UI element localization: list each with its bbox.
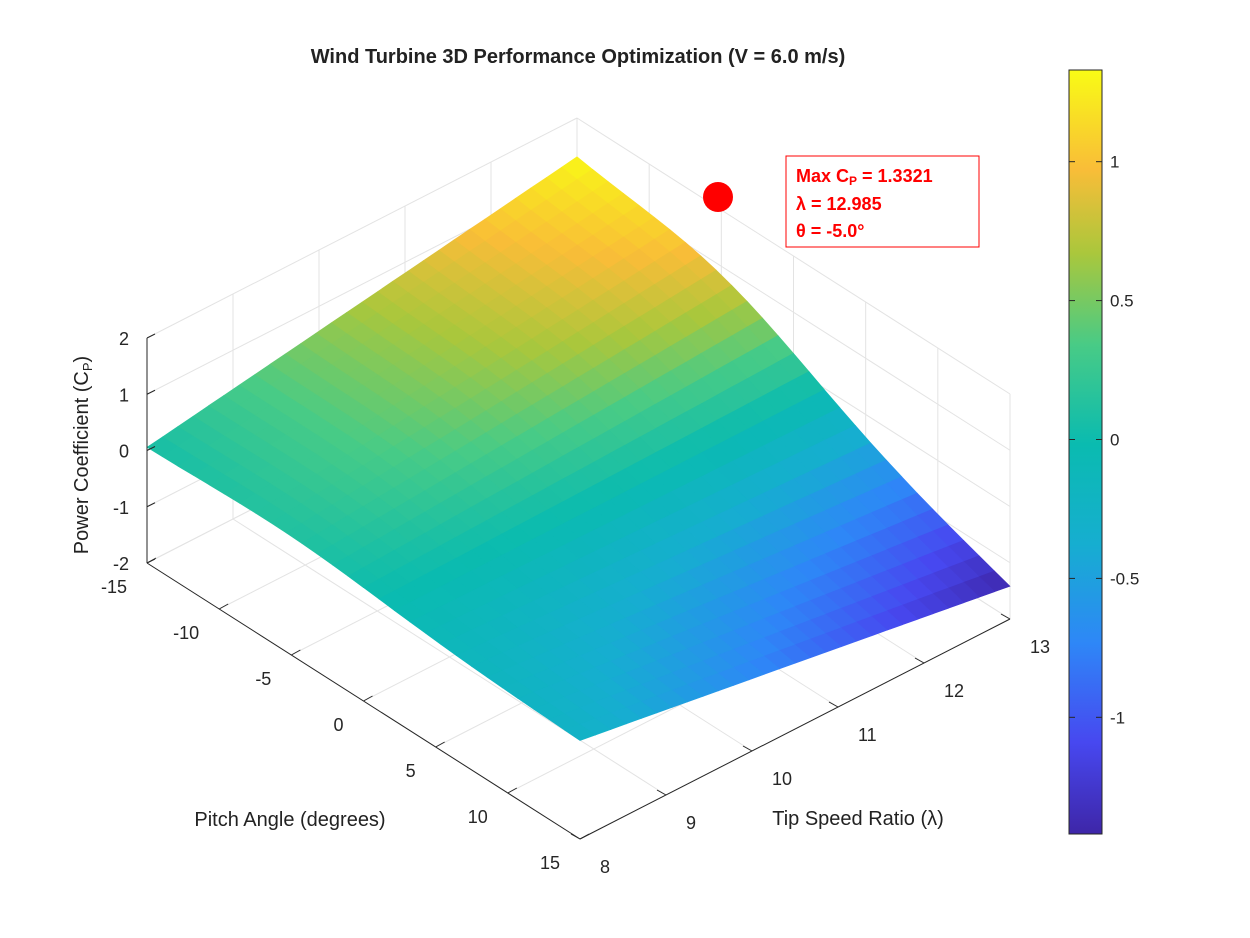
- y-tick-label: 15: [540, 853, 560, 873]
- colorbar-tick-label: 0: [1110, 430, 1119, 449]
- z-tick-label: 1: [119, 385, 129, 405]
- annotation-line-3: θ = -5.0°: [796, 221, 864, 241]
- y-tick-mark: [291, 649, 301, 656]
- y-tick-label: -5: [255, 669, 271, 689]
- colorbar: -1 -0.5 0 0.5 1: [1068, 69, 1139, 835]
- y-tick-mark: [507, 787, 518, 794]
- y-tick-label: -10: [173, 623, 199, 643]
- max-point-marker: [703, 182, 733, 212]
- x-tick-mark: [828, 701, 839, 708]
- colorbar-tick-label: 0.5: [1110, 292, 1134, 311]
- y-tick-mark: [435, 741, 445, 748]
- z-tick-label: 2: [119, 329, 129, 349]
- x-axis-line: [579, 618, 1011, 840]
- y-tick-label: 10: [468, 807, 488, 827]
- colorbar-tick-label: -1: [1110, 708, 1125, 727]
- x-tick-mark: [742, 745, 753, 752]
- annotation-line-1: Max CP = 1.3321: [796, 166, 933, 188]
- grid-line-z-back-left: [146, 117, 578, 339]
- max-annotation: Max CP = 1.3321 λ = 12.985 θ = -5.0°: [785, 155, 980, 248]
- annotation-line-1-prefix: Max C: [796, 166, 849, 186]
- x-tick-mark: [1000, 613, 1011, 620]
- z-tick-label: -2: [113, 554, 129, 574]
- chart-title: Wind Turbine 3D Performance Optimization…: [311, 46, 846, 68]
- x-tick-label: 11: [858, 725, 877, 745]
- surface-plot: [146, 156, 1011, 741]
- x-tick-label: 8: [600, 857, 610, 877]
- z-label-subscript: P: [80, 362, 95, 371]
- y-tick-mark: [218, 603, 229, 610]
- x-tick-label: 10: [772, 769, 792, 789]
- annotation-box: [785, 155, 980, 248]
- x-tick-mark: [914, 657, 925, 664]
- colorbar-gradient-bar: [1068, 69, 1103, 835]
- annotation-line-2: λ = 12.985: [796, 194, 882, 214]
- z-label-close: ): [71, 356, 93, 363]
- colorbar-tick-label: 1: [1110, 153, 1119, 172]
- x-tick-label: 12: [944, 681, 964, 701]
- z-tick-mark: [146, 333, 156, 339]
- y-tick-mark: [579, 833, 590, 840]
- annotation-line-1-subscript: P: [849, 174, 857, 188]
- z-tick-label: -1: [113, 498, 129, 518]
- x-tick-mark: [570, 833, 581, 840]
- z-tick-mark: [146, 502, 156, 508]
- y-axis-label: Pitch Angle (degrees): [194, 809, 385, 831]
- z-label-main: Power Coefficient (C: [71, 371, 93, 554]
- z-tick-mark: [146, 446, 156, 451]
- surface-patch: [563, 724, 597, 741]
- x-tick-label: 13: [1030, 637, 1050, 657]
- y-tick-mark: [146, 557, 157, 564]
- y-tick-label: 0: [333, 715, 343, 735]
- y-tick-label: -15: [101, 577, 127, 597]
- colorbar-tick-label: -0.5: [1110, 569, 1139, 588]
- x-axis-label: Tip Speed Ratio (λ): [772, 808, 944, 830]
- z-axis-label: Power Coefficient (CP): [71, 356, 95, 554]
- x-tick-mark: [656, 789, 667, 796]
- y-tick-label: 5: [406, 761, 416, 781]
- x-tick-label: 9: [686, 813, 696, 833]
- z-tick-mark: [146, 389, 156, 395]
- annotation-line-1-suffix: = 1.3321: [857, 166, 933, 186]
- z-tick-label: 0: [119, 442, 129, 462]
- y-tick-mark: [363, 695, 373, 702]
